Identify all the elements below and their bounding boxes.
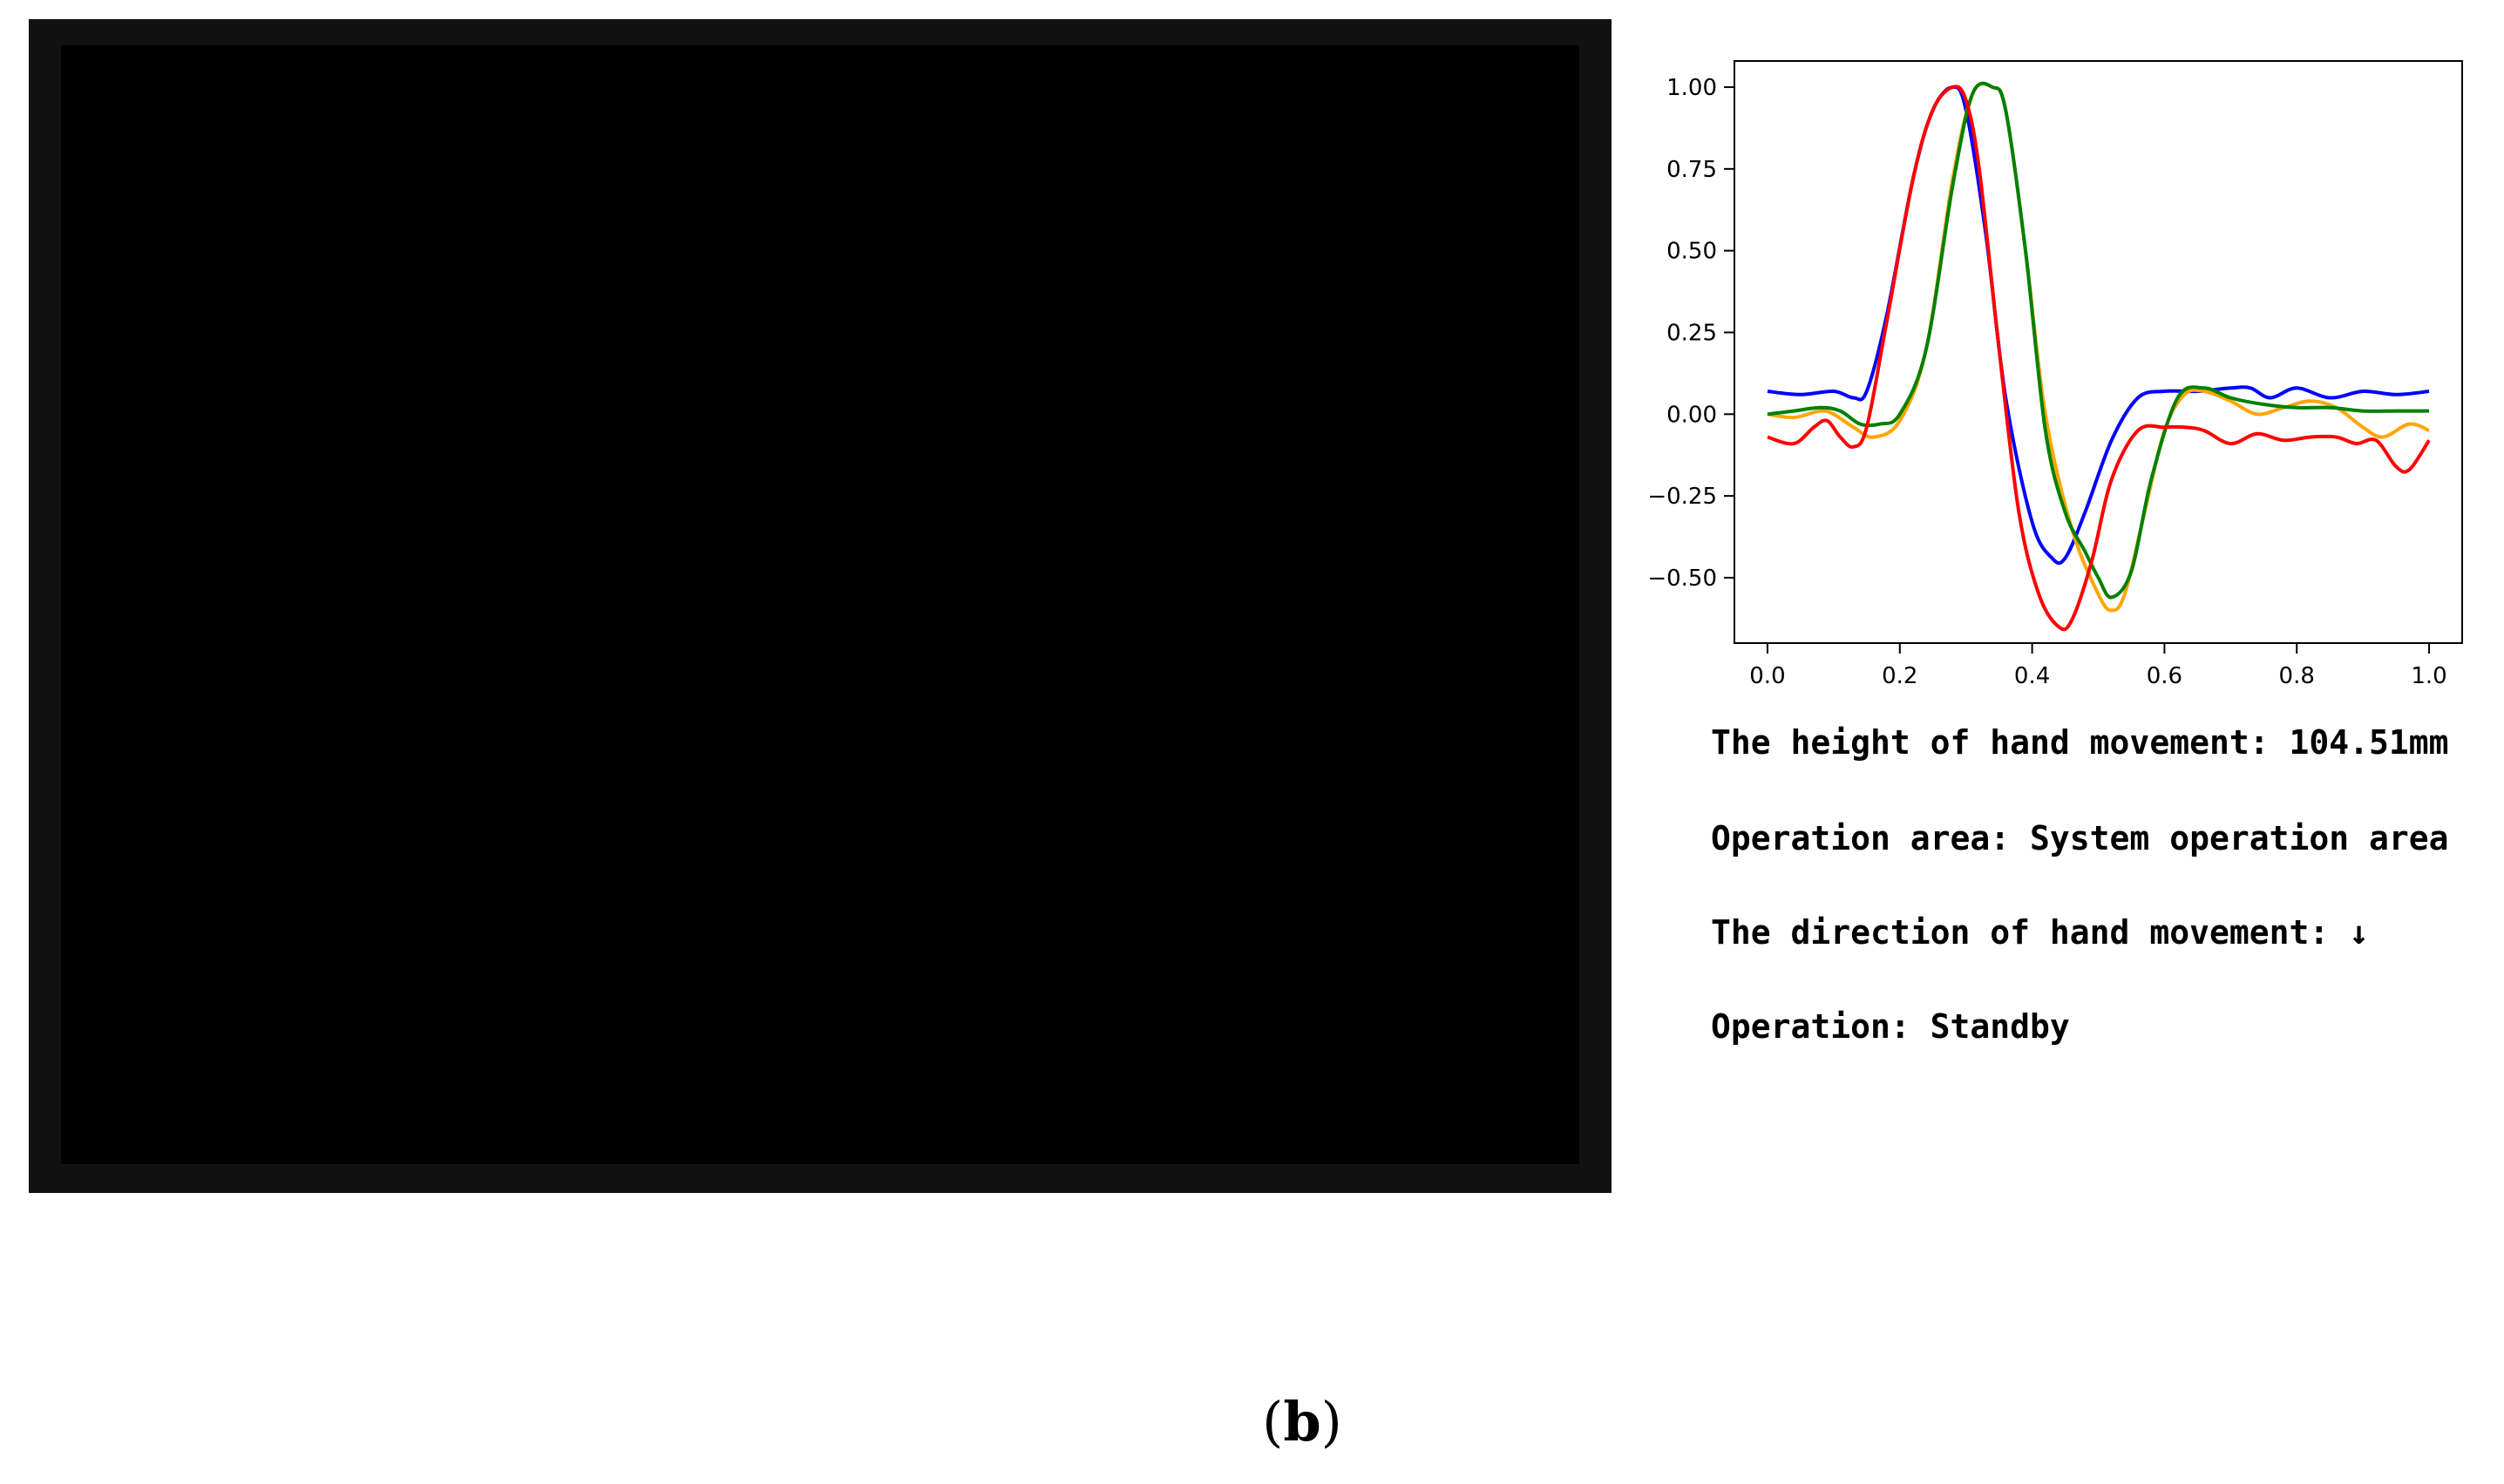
operation-area-text: Operation area: System operation area bbox=[1711, 819, 2449, 857]
y-tick-label: 1.00 bbox=[1666, 75, 1717, 101]
caption-letter: b bbox=[1283, 1390, 1321, 1454]
figure-caption: (b) bbox=[0, 1390, 2504, 1454]
y-tick-label: 0.75 bbox=[1666, 157, 1717, 183]
y-tick-label: −0.25 bbox=[1647, 484, 1717, 510]
series-line-1 bbox=[1767, 85, 2430, 566]
series-line-3 bbox=[1767, 81, 2429, 600]
hand-direction-text: The direction of hand movement: ↓ bbox=[1711, 913, 2369, 952]
hand-direction-label: The direction of hand movement: bbox=[1711, 913, 2350, 952]
x-tick-label: 0.4 bbox=[2014, 663, 2050, 689]
hand-height-text: The height of hand movement: 104.51mm bbox=[1711, 723, 2449, 762]
x-tick-label: 0.2 bbox=[1882, 663, 1917, 689]
y-tick-label: −0.50 bbox=[1647, 566, 1717, 592]
video-frame bbox=[29, 19, 1612, 1193]
x-tick-label: 0.0 bbox=[1749, 663, 1785, 689]
x-tick-label: 0.8 bbox=[2279, 663, 2315, 689]
signal-chart: 0.0 0.2 0.4 0.6 0.8 1.0 −0.50 −0.25 0.00 0.25 0.50… bbox=[1647, 60, 2463, 689]
y-tick-label: 0.00 bbox=[1666, 402, 1717, 428]
arrow-down-icon: ↓ bbox=[2349, 913, 2369, 952]
series-line-4 bbox=[1767, 85, 2431, 632]
x-tick-label: 0.6 bbox=[2147, 663, 2182, 689]
video-feed bbox=[61, 45, 1579, 1164]
y-tick-label: 0.25 bbox=[1666, 320, 1717, 346]
x-tick-label: 1.0 bbox=[2411, 663, 2446, 689]
operation-status-text: Operation: Standby bbox=[1711, 1007, 2070, 1046]
caption-close: ) bbox=[1320, 1390, 1342, 1454]
plot-frame bbox=[1734, 60, 2463, 644]
y-tick-label: 0.50 bbox=[1666, 239, 1717, 265]
caption-open: ( bbox=[1262, 1390, 1284, 1454]
